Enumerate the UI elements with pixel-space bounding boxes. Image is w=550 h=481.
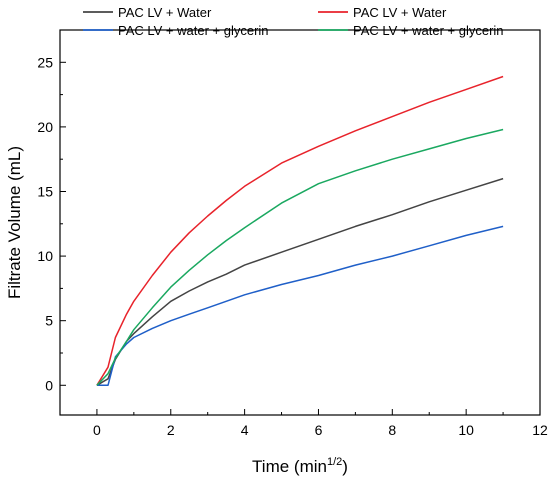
y-tick-label: 5: [45, 313, 53, 329]
x-tick-label: 2: [167, 422, 175, 438]
legend-label-4: PAC LV + water + glycerin: [353, 23, 504, 38]
legend-label-2: PAC LV + Water: [353, 5, 447, 20]
legend-label-3: PAC LV + water + glycerin: [118, 23, 269, 38]
x-tick-label: 12: [532, 422, 548, 438]
x-axis-title-main: Time (min: [252, 457, 327, 476]
x-axis-title-superscript: 1/2: [327, 456, 342, 468]
x-tick-label: 6: [315, 422, 323, 438]
x-axis-title-close: ): [342, 457, 348, 476]
series-line-3: [96, 225, 504, 387]
y-axis-title: Filtrate Volume (mL): [5, 146, 24, 299]
legend: PAC LV + Water PAC LV + Water PAC LV + wat…: [83, 5, 504, 38]
y-tick-label: 15: [37, 183, 53, 199]
x-tick-label: 4: [241, 422, 249, 438]
x-tick-label: 10: [458, 422, 474, 438]
y-tick-label: 20: [37, 119, 53, 135]
y-tick-label: 25: [37, 54, 53, 70]
series-line-2: [96, 75, 504, 386]
x-tick-label: 0: [93, 422, 101, 438]
y-tick-label: 10: [37, 248, 53, 264]
plot-frame: [59, 29, 541, 416]
y-axis: 0 5 10 15 20 25: [37, 54, 66, 393]
legend-label-1: PAC LV + Water: [118, 5, 212, 20]
x-tick-label: 8: [388, 422, 396, 438]
series-line-1: [96, 177, 504, 386]
x-axis-title: Time (min1/2): [252, 456, 348, 476]
y-tick-label: 0: [45, 377, 53, 393]
series-lines: [96, 75, 504, 387]
plot-area-border: [59, 29, 541, 416]
series-line-4: [96, 128, 504, 386]
x-axis: 0 2 4 6 8 10 12: [59, 409, 548, 438]
